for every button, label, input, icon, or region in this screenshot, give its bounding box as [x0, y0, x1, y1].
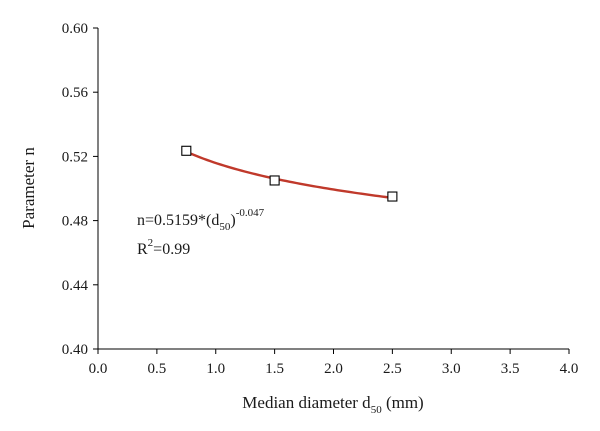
data-markers [181, 145, 398, 202]
x-tick-label: 2.0 [324, 361, 343, 377]
x-tick-label: 0.5 [148, 361, 167, 377]
x-tick-label: 2.5 [383, 361, 402, 377]
y-tick-label: 0.48 [62, 214, 88, 230]
data-point [387, 191, 398, 202]
x-tick-label: 0.0 [89, 361, 108, 377]
y-ticks: 0.40 0.44 0.48 0.52 0.56 0.60 [62, 21, 98, 358]
x-tick-label: 1.0 [206, 361, 225, 377]
fit-equation-label: n=0.5159*(d50)-0.047 [137, 207, 265, 233]
x-tick-label: 3.5 [501, 361, 520, 377]
r-squared-label: R2=0.99 [137, 237, 190, 258]
x-tick-label: 1.5 [265, 361, 284, 377]
y-tick-label: 0.56 [62, 85, 89, 101]
data-point [269, 175, 280, 186]
x-tick-label: 3.0 [442, 361, 461, 377]
data-point [181, 145, 192, 156]
y-tick-label: 0.44 [62, 278, 89, 294]
y-tick-label: 0.40 [62, 342, 88, 358]
x-axis-title: Median diameter d50 (mm) [242, 393, 423, 416]
fit-curve [185, 150, 393, 200]
y-axis-title: Parameter n [19, 147, 38, 229]
x-tick-label: 4.0 [560, 361, 579, 377]
y-tick-label: 0.60 [62, 21, 88, 37]
x-ticks: 0.0 0.5 1.0 1.5 2.0 2.5 3.0 3.5 4.0 [89, 349, 579, 377]
y-tick-label: 0.52 [62, 149, 88, 165]
